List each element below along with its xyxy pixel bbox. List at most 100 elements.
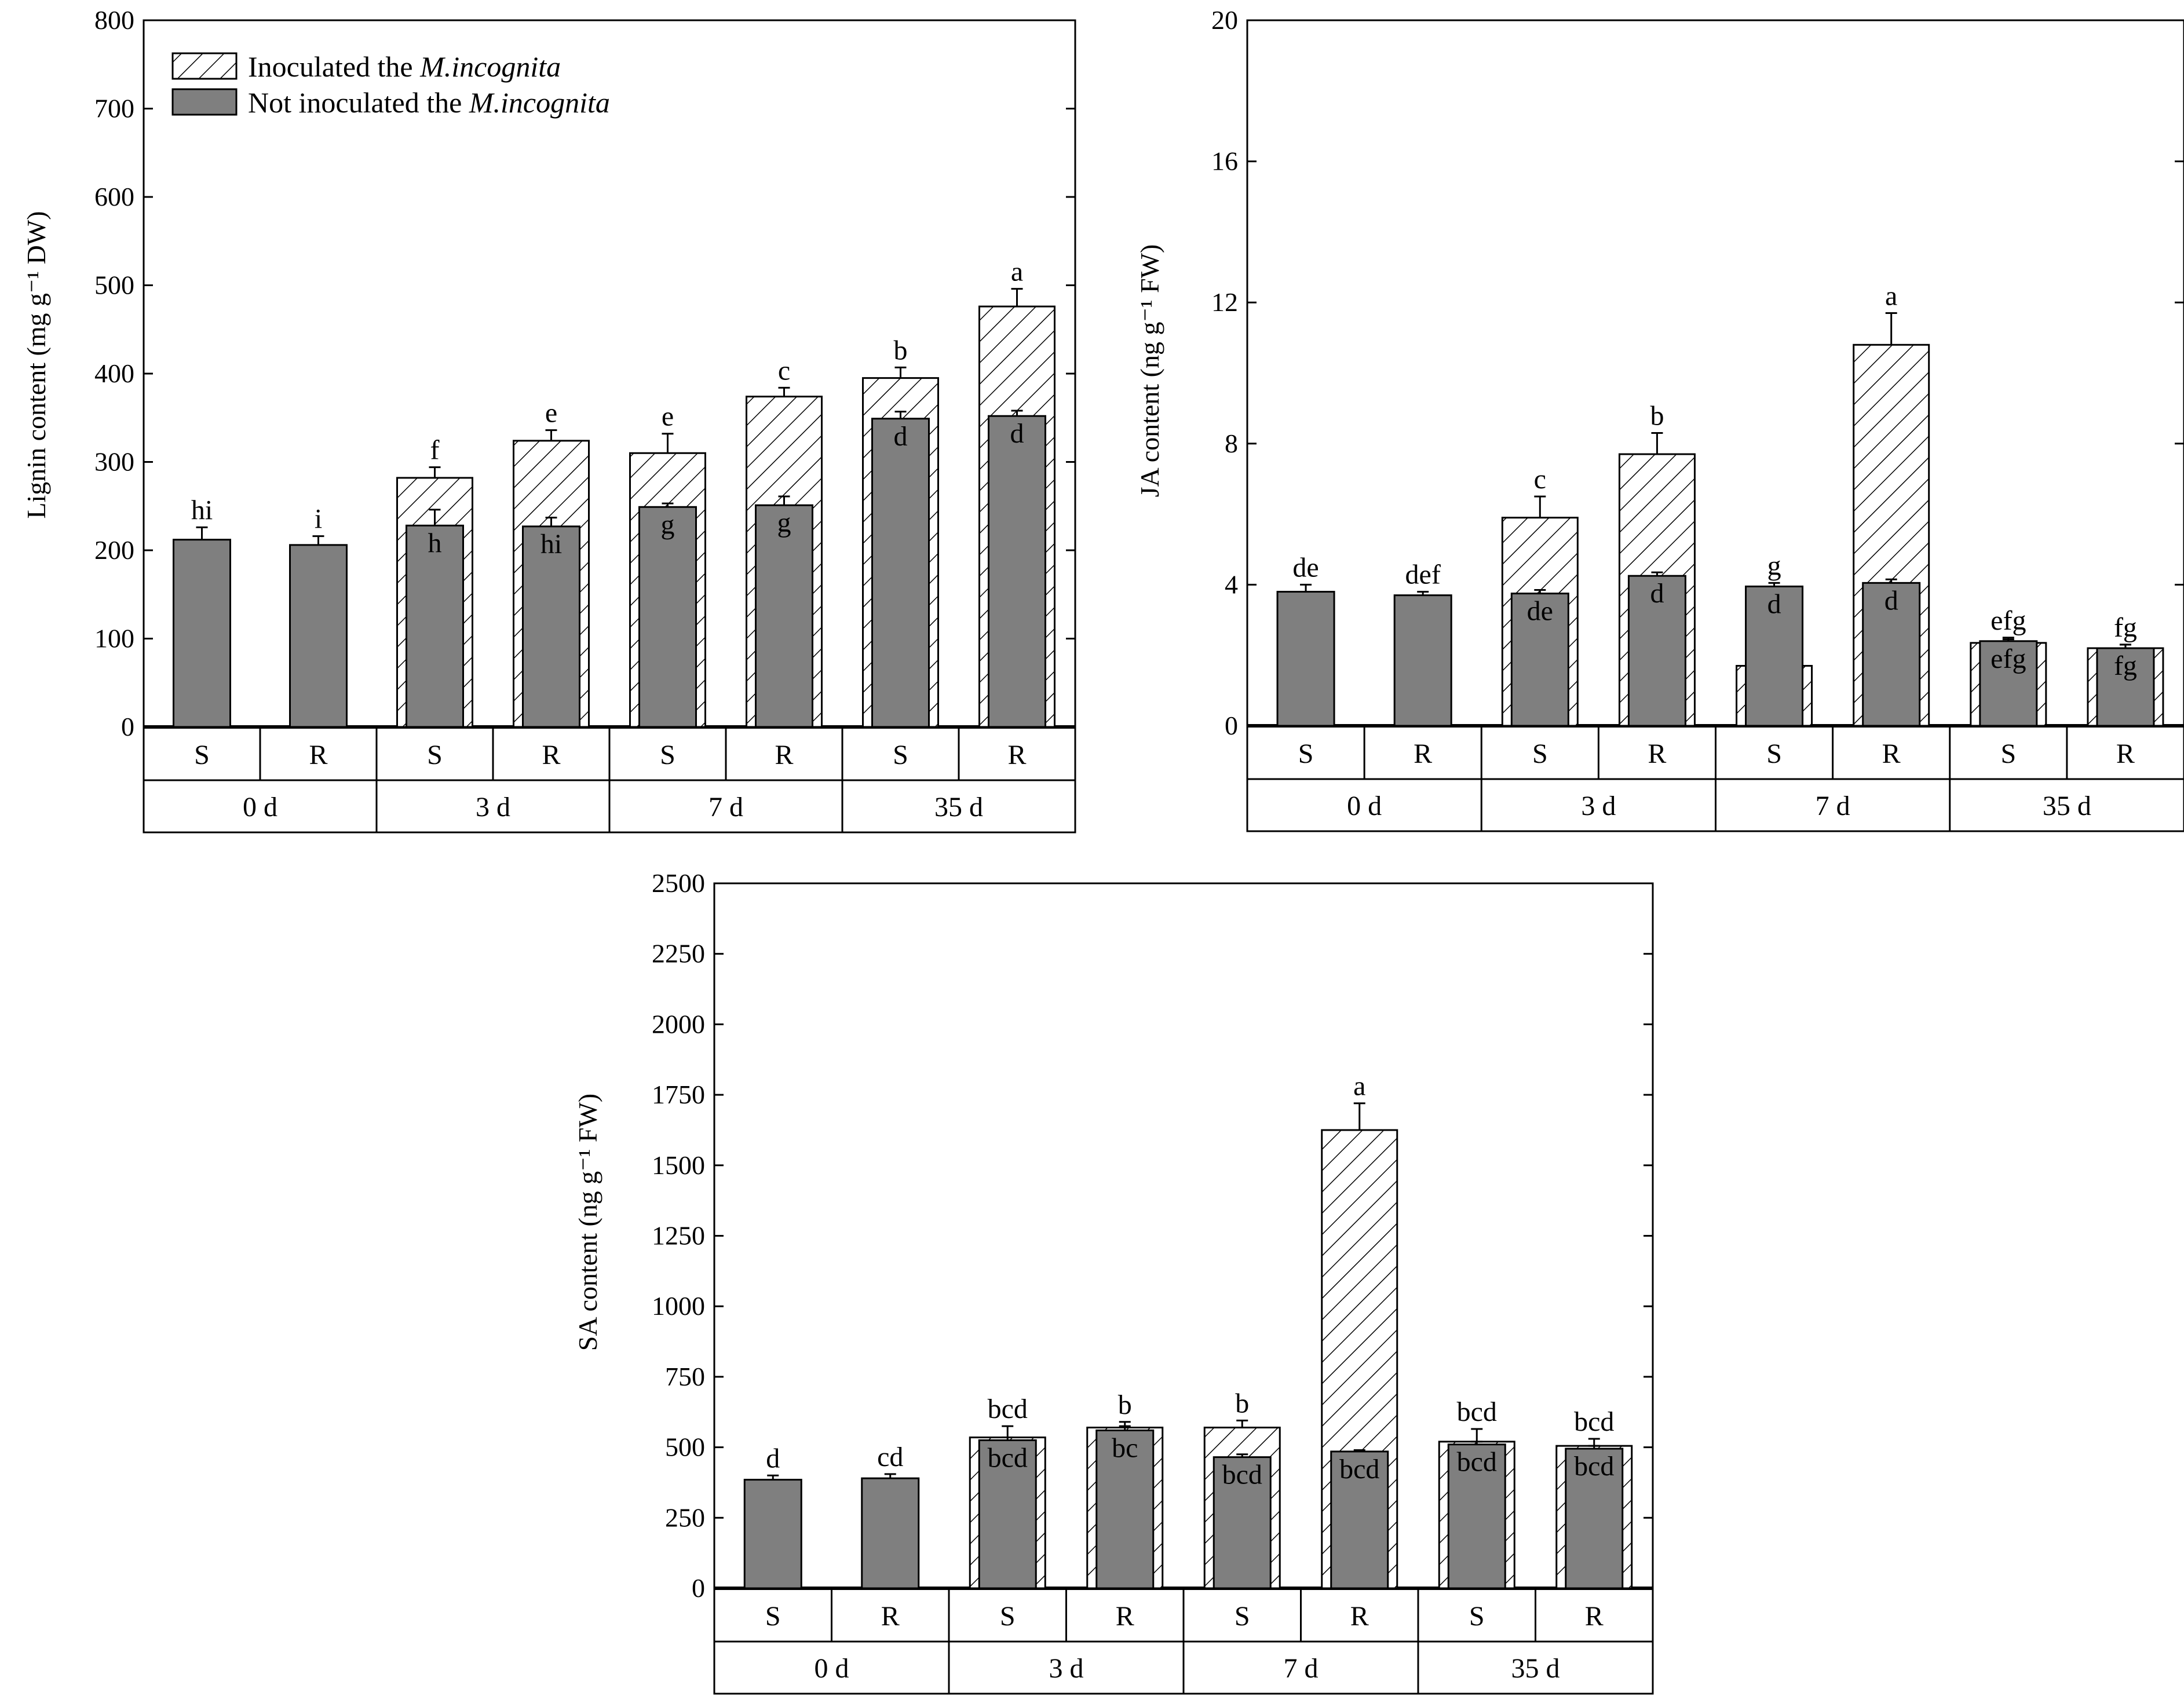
sa-time-label: 35 d	[1511, 1653, 1560, 1684]
lignin-y-axis-label: Lignin content (mg g⁻¹ DW)	[21, 211, 51, 518]
lignin-bar-not-inoculated	[406, 524, 464, 728]
ja-variety-label: S	[2000, 739, 2016, 769]
sa-y-tick-label: 2500	[652, 868, 705, 898]
sa-bar-not-inoculated	[1095, 1429, 1155, 1589]
lignin-bar-not-inoculated	[522, 525, 580, 728]
lignin-y-tick-label: 400	[94, 359, 134, 388]
sa-variety-label: R	[1116, 1601, 1134, 1632]
lignin-sig-label-not-inoculated: g	[661, 509, 675, 540]
ja-bar-not-inoculated	[2096, 647, 2155, 727]
lignin-sig-label-inoculated: a	[1011, 257, 1023, 287]
sa-y-tick-label: 500	[665, 1432, 705, 1462]
lignin-sig-label-inoculated: e	[545, 398, 557, 429]
ja-sig-label-not-inoculated: fg	[2114, 650, 2137, 681]
ja-variety-label: R	[1648, 739, 1666, 769]
lignin-sig-label-inoculated: b	[894, 335, 908, 365]
ja-bar-not-inoculated	[1862, 582, 1921, 727]
sa-y-tick-label: 1000	[652, 1291, 705, 1321]
sa-y-tick-label: 1750	[652, 1080, 705, 1109]
lignin-time-label: 0 d	[243, 792, 277, 823]
ja-sig-label-inoculated: g	[1767, 550, 1781, 581]
sa-sig-label-not-inoculated: bcd	[988, 1442, 1028, 1473]
ja-bar-not-inoculated	[1745, 585, 1804, 727]
sa-variety-label: S	[1000, 1601, 1016, 1632]
ja-time-label: 0 d	[1347, 791, 1382, 821]
lignin-variety-label: S	[660, 740, 675, 770]
lignin-sig-label-not-inoculated: h	[428, 528, 442, 558]
sa-sig-label-not-inoculated: bcd	[1574, 1451, 1614, 1482]
lignin-y-tick-label: 800	[94, 5, 134, 35]
lignin-sig-label-inoculated: f	[430, 435, 440, 466]
ja-sig-label-not-inoculated: d	[1884, 585, 1898, 616]
lignin-sig-label-not-inoculated: i	[315, 504, 322, 535]
ja-sig-label-not-inoculated: d	[1767, 589, 1781, 619]
lignin-variety-label: R	[1007, 740, 1026, 770]
ja-sig-label-inoculated: fg	[2114, 612, 2137, 643]
sa-variety-label: R	[881, 1601, 900, 1632]
sa-variety-label: R	[1585, 1601, 1604, 1632]
lignin-sig-label-inoculated: c	[778, 355, 790, 386]
sa-y-tick-label: 0	[692, 1573, 705, 1603]
lignin-sig-label-not-inoculated: hi	[540, 529, 562, 560]
sa-sig-label-inoculated: bcd	[988, 1394, 1028, 1424]
ja-bar-not-inoculated	[1393, 594, 1452, 727]
sa-sig-label-not-inoculated: bcd	[1222, 1460, 1262, 1490]
ja-chart: JA content (ng g⁻¹ FW) 0 4 8 12 16 20 S R S R S R S R…	[1135, 5, 2184, 832]
sa-sig-label-not-inoculated: bcd	[1339, 1454, 1379, 1485]
sa-sig-label-inoculated: a	[1353, 1071, 1365, 1102]
sa-time-label: 7 d	[1284, 1653, 1319, 1684]
sa-y-axis-label: SA content (ng g⁻¹ FW)	[573, 1094, 602, 1351]
ja-variety-label: R	[1414, 739, 1432, 769]
legend: Inoculated the M.incognita Not inoculate…	[171, 50, 610, 119]
ja-y-tick-label: 8	[1225, 429, 1238, 458]
ja-sig-label-inoculated: efg	[1991, 605, 2026, 636]
lignin-sig-label-not-inoculated: g	[777, 507, 791, 538]
sa-y-tick-label: 750	[665, 1362, 705, 1391]
sa-y-tick-label: 1500	[652, 1150, 705, 1180]
ja-sig-label-not-inoculated: def	[1405, 560, 1441, 590]
ja-sig-label-not-inoculated: de	[1292, 552, 1319, 583]
lignin-y-tick-label: 0	[121, 712, 134, 741]
ja-variety-label: S	[1766, 739, 1782, 769]
ja-variety-label: R	[1882, 739, 1901, 769]
sa-bar-not-inoculated	[1330, 1450, 1389, 1589]
lignin-y-tick-label: 100	[94, 624, 134, 653]
sa-bar-not-inoculated	[743, 1479, 802, 1589]
ja-time-label: 3 d	[1581, 791, 1616, 821]
lignin-y-tick-label: 500	[94, 271, 134, 300]
sa-sig-label-not-inoculated: d	[766, 1443, 780, 1474]
lignin-bar-not-inoculated	[638, 506, 697, 728]
legend-label-inoculated: Inoculated the M.incognita	[248, 50, 561, 83]
ja-y-tick-label: 0	[1225, 711, 1238, 740]
lignin-time-label: 3 d	[476, 792, 510, 823]
sa-sig-label-not-inoculated: bc	[1112, 1432, 1138, 1463]
lignin-bar-not-inoculated	[173, 539, 231, 728]
sa-variety-label: S	[1235, 1601, 1250, 1632]
sa-sig-label-inoculated: b	[1118, 1390, 1132, 1420]
legend-swatch-not-inoculated	[171, 88, 238, 116]
sa-time-label: 3 d	[1049, 1653, 1084, 1684]
lignin-time-label: 7 d	[708, 792, 743, 823]
ja-y-tick-label: 16	[1211, 147, 1238, 176]
lignin-bar-not-inoculated	[871, 418, 930, 728]
sa-bar-not-inoculated	[1447, 1443, 1506, 1589]
ja-variety-label: S	[1298, 739, 1314, 769]
lignin-bar-not-inoculated	[289, 544, 348, 728]
ja-sig-label-not-inoculated: efg	[1991, 644, 2026, 674]
ja-sig-label-inoculated: b	[1650, 401, 1664, 432]
lignin-y-tick-label: 300	[94, 447, 134, 477]
ja-variety-label: R	[2116, 739, 2135, 769]
sa-y-tick-label: 250	[665, 1503, 705, 1532]
lignin-sig-label-not-inoculated: hi	[191, 495, 213, 525]
ja-y-tick-label: 20	[1211, 5, 1238, 35]
lignin-variety-label: R	[775, 740, 793, 770]
lignin-sig-label-inoculated: e	[662, 401, 674, 432]
lignin-variety-label: S	[893, 740, 908, 770]
sa-y-tick-label: 2250	[652, 939, 705, 968]
ja-variety-label: S	[1532, 739, 1548, 769]
ja-time-label: 35 d	[2043, 791, 2091, 821]
sa-bar-not-inoculated	[978, 1439, 1037, 1589]
lignin-y-tick-label: 600	[94, 182, 134, 211]
lignin-variety-label: R	[542, 740, 560, 770]
sa-sig-label-inoculated: bcd	[1457, 1397, 1497, 1427]
